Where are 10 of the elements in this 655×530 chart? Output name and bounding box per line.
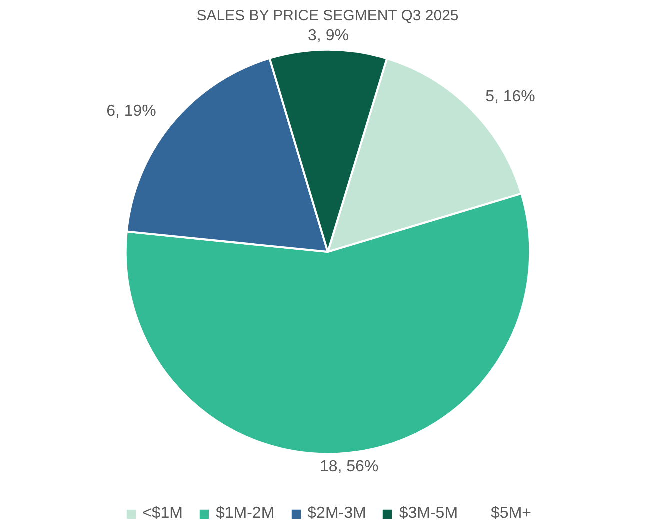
legend-label: $1M-2M: [216, 505, 275, 523]
data-label: 6, 19%: [106, 103, 156, 120]
legend-label: <$1M: [142, 505, 183, 523]
category-label: $5M+: [491, 505, 532, 522]
legend-label: $2M-3M: [308, 505, 366, 523]
data-label: 3, 9%: [308, 28, 349, 45]
data-label: 5, 16%: [486, 88, 536, 106]
data-label: 18, 56%: [320, 458, 379, 476]
chart-title: SALES BY PRICE SEGMENT Q3 2025: [196, 8, 459, 24]
legend-label: $3M-5M: [399, 505, 458, 523]
